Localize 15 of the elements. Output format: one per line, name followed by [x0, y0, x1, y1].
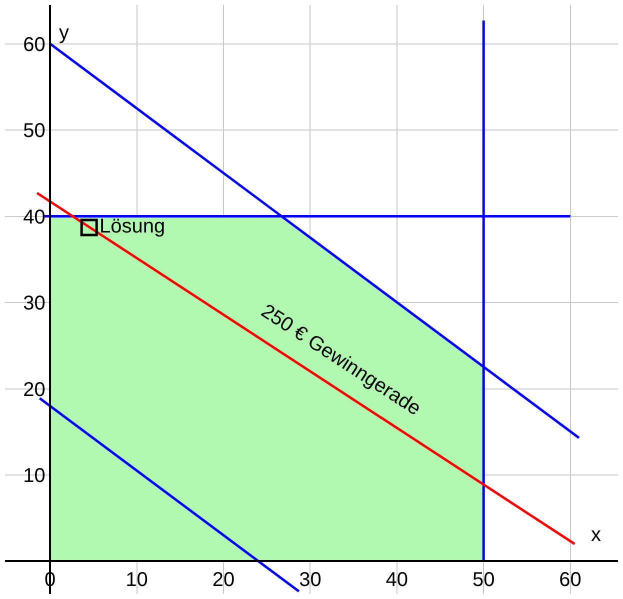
y-tick-label: 40 — [23, 206, 46, 228]
y-tick-label: 20 — [23, 378, 46, 401]
y-tick-label: 60 — [23, 34, 46, 56]
y-tick-label: 50 — [23, 120, 46, 142]
x-tick-label: 50 — [472, 568, 495, 591]
y-tick-label: 10 — [23, 464, 46, 487]
series-label: Lösung — [99, 215, 166, 238]
x-tick-label: 60 — [559, 568, 582, 591]
x-tick-label: 40 — [386, 568, 408, 591]
x-tick-label: 20 — [212, 568, 235, 591]
y-axis-title: y — [59, 22, 69, 44]
x-axis-title: x — [591, 524, 601, 546]
x-tick-label: 30 — [299, 568, 322, 591]
y-tick-label: 30 — [23, 292, 46, 315]
x-tick-label: 10 — [126, 568, 148, 591]
